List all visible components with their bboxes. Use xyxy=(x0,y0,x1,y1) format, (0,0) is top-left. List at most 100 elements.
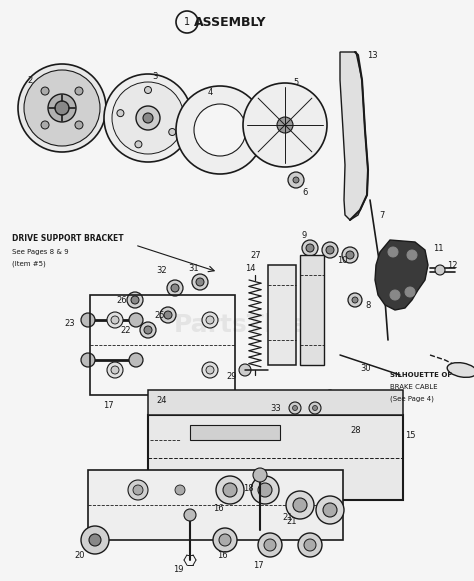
Text: 16: 16 xyxy=(217,551,228,561)
Text: 30: 30 xyxy=(361,364,371,372)
Circle shape xyxy=(312,406,318,411)
Text: 12: 12 xyxy=(447,260,457,270)
Circle shape xyxy=(129,313,143,327)
Circle shape xyxy=(18,64,106,152)
Circle shape xyxy=(322,242,338,258)
Circle shape xyxy=(304,539,316,551)
Bar xyxy=(268,265,296,365)
Text: 13: 13 xyxy=(367,51,377,59)
Circle shape xyxy=(104,74,192,162)
Text: See Pages 8 & 9: See Pages 8 & 9 xyxy=(12,249,69,255)
Circle shape xyxy=(288,172,304,188)
Text: 11: 11 xyxy=(433,243,443,253)
Circle shape xyxy=(176,86,264,174)
Circle shape xyxy=(306,244,314,252)
Circle shape xyxy=(128,480,148,500)
Circle shape xyxy=(342,247,358,263)
Circle shape xyxy=(206,316,214,324)
Circle shape xyxy=(309,402,321,414)
Bar xyxy=(300,255,324,365)
Circle shape xyxy=(89,534,101,546)
Text: 27: 27 xyxy=(251,250,261,260)
Text: 24: 24 xyxy=(157,396,167,404)
Circle shape xyxy=(131,296,139,304)
Bar xyxy=(148,390,403,415)
Circle shape xyxy=(289,402,301,414)
Circle shape xyxy=(167,280,183,296)
Text: 18: 18 xyxy=(243,483,253,493)
Text: 28: 28 xyxy=(351,425,361,435)
Circle shape xyxy=(81,526,109,554)
Circle shape xyxy=(192,274,208,290)
Text: 17: 17 xyxy=(253,561,264,571)
Circle shape xyxy=(302,240,318,256)
Text: 21: 21 xyxy=(283,514,293,522)
Circle shape xyxy=(206,366,214,374)
Text: 1: 1 xyxy=(184,17,190,27)
Bar xyxy=(148,415,403,500)
Circle shape xyxy=(24,70,100,146)
Circle shape xyxy=(292,406,298,411)
Circle shape xyxy=(75,87,83,95)
Circle shape xyxy=(164,311,172,319)
Text: 33: 33 xyxy=(271,403,282,413)
Circle shape xyxy=(286,491,314,519)
Circle shape xyxy=(293,498,307,512)
Circle shape xyxy=(298,533,322,557)
Text: DRIVE SUPPORT BRACKET: DRIVE SUPPORT BRACKET xyxy=(12,234,124,242)
Text: 6: 6 xyxy=(302,188,308,196)
Text: 10: 10 xyxy=(337,256,347,264)
Circle shape xyxy=(176,11,198,33)
Text: 9: 9 xyxy=(301,231,307,239)
Text: 19: 19 xyxy=(173,565,183,575)
Text: ASSEMBLY: ASSEMBLY xyxy=(194,16,266,28)
Circle shape xyxy=(75,121,83,129)
Circle shape xyxy=(326,246,334,254)
Text: 21: 21 xyxy=(287,518,297,526)
Circle shape xyxy=(202,362,218,378)
Circle shape xyxy=(169,128,176,135)
Text: 25: 25 xyxy=(155,310,165,320)
Text: 16: 16 xyxy=(213,504,223,512)
Text: 26: 26 xyxy=(117,296,128,304)
Text: 22: 22 xyxy=(121,325,131,335)
Text: 8: 8 xyxy=(365,300,371,310)
Circle shape xyxy=(405,287,415,297)
Text: 17: 17 xyxy=(103,400,113,410)
Circle shape xyxy=(81,313,95,327)
Text: 15: 15 xyxy=(405,431,415,439)
Circle shape xyxy=(346,251,354,259)
Polygon shape xyxy=(340,52,368,220)
Text: 31: 31 xyxy=(189,264,199,272)
Circle shape xyxy=(133,485,143,495)
Text: SILHOUETTE OF: SILHOUETTE OF xyxy=(390,372,452,378)
Circle shape xyxy=(107,362,123,378)
Circle shape xyxy=(160,307,176,323)
Circle shape xyxy=(41,121,49,129)
Text: BRAKE CABLE: BRAKE CABLE xyxy=(390,384,438,390)
Text: 32: 32 xyxy=(157,266,167,274)
Circle shape xyxy=(388,247,398,257)
Text: 14: 14 xyxy=(245,264,255,272)
Text: (See Page 4): (See Page 4) xyxy=(390,396,434,402)
Text: (Item #5): (Item #5) xyxy=(12,261,46,267)
Circle shape xyxy=(129,353,143,367)
Ellipse shape xyxy=(447,363,474,378)
Polygon shape xyxy=(375,240,428,310)
Circle shape xyxy=(117,110,124,117)
Circle shape xyxy=(390,290,400,300)
Circle shape xyxy=(253,468,267,482)
Circle shape xyxy=(316,496,344,524)
Circle shape xyxy=(293,177,299,183)
Circle shape xyxy=(243,83,327,167)
Circle shape xyxy=(144,326,152,334)
Circle shape xyxy=(258,483,272,497)
Circle shape xyxy=(135,141,142,148)
Circle shape xyxy=(323,503,337,517)
Circle shape xyxy=(111,316,119,324)
Circle shape xyxy=(140,322,156,338)
Circle shape xyxy=(223,483,237,497)
Circle shape xyxy=(111,366,119,374)
Circle shape xyxy=(277,117,293,133)
Circle shape xyxy=(219,534,231,546)
